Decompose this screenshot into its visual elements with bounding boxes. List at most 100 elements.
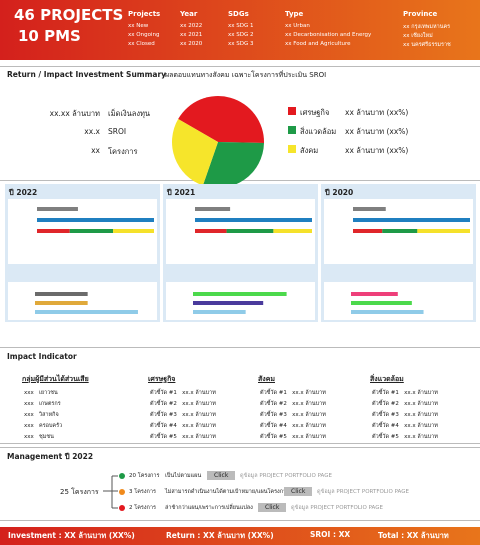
footer-stat: Total : XX ล้านบาท	[378, 531, 449, 540]
filter-title: Type	[285, 10, 304, 18]
bar	[193, 301, 264, 305]
indicator-row: ตัวชี้วัด #3 xx.x ล้านบาท	[372, 412, 438, 418]
stat-label: เม็ดเงินลงทุน	[108, 109, 151, 118]
pie-slice	[171, 119, 218, 186]
footer	[0, 527, 480, 545]
pie-slice	[202, 142, 264, 188]
filter-item: xx Decarbonisation and Energy	[285, 32, 372, 38]
column-title: กลุ่มผู้มีส่วนได้ส่วนเสีย	[22, 375, 89, 383]
stack-segment	[37, 229, 70, 233]
filter-item: xx Ongoing	[128, 32, 160, 38]
bar	[193, 310, 246, 314]
indicator-row: ตัวชี้วัด #1 xx.x ล้านบาท	[260, 390, 326, 396]
section-title: Return / Impact Investment Summary	[7, 70, 167, 79]
filter-item: xx Closed	[128, 41, 155, 47]
filter-item: xx 2022	[180, 23, 203, 29]
filter-item: xx เชียงใหม่	[403, 33, 433, 39]
filter-item: xx 2021	[180, 32, 203, 38]
bar	[353, 218, 470, 222]
row-count: 2 โครงการ	[129, 505, 156, 511]
legend-label: สังคม	[300, 146, 319, 155]
filter-item: xx New	[128, 23, 149, 29]
total-projects: 25 โครงการ	[60, 488, 99, 496]
indicator-row: xxx ครอบครัว	[24, 423, 63, 429]
year-title: ปี 2022	[9, 188, 38, 197]
stat-value: xx.xx ล้านบาท	[49, 109, 100, 118]
projects-count: 46 PROJECTS	[14, 6, 124, 24]
indicator-row: xxx วิสาหกิจ	[24, 412, 59, 418]
bar	[35, 301, 88, 305]
footer-stat: Return : XX ล้านบาท (XX%)	[166, 531, 274, 540]
legend-value: xx ล้านบาท (xx%)	[345, 108, 409, 117]
filter-title: Province	[403, 10, 438, 18]
row-count: 20 โครงการ	[129, 473, 160, 479]
footer-stat: Investment : XX ล้านบาท (XX%)	[8, 531, 135, 540]
bar	[195, 218, 312, 222]
indicator-row: xxx เกษตรกร	[24, 401, 61, 407]
filter-item: xx นครศรีธรรมราช	[403, 42, 451, 48]
click-button[interactable]: Click	[207, 471, 236, 480]
bar	[35, 310, 138, 314]
indicator-row: ตัวชี้วัด #2 xx.x ล้านบาท	[372, 401, 438, 407]
year-title: ปี 2020	[325, 188, 354, 197]
stack-segment	[113, 229, 154, 233]
legend-swatch	[288, 107, 296, 115]
portfolio-link[interactable]: ดูข้อมูล PROJECT PORTFOLIO PAGE	[317, 489, 409, 495]
indicator-row: ตัวชี้วัด #3 xx.x ล้านบาท	[260, 412, 326, 418]
stat-label: SROI	[108, 127, 127, 136]
impact-section	[0, 347, 480, 444]
bar	[351, 301, 412, 305]
click-button[interactable]: Click	[258, 503, 287, 512]
bar	[193, 292, 287, 296]
filter-title: SDGs	[228, 10, 249, 18]
filter-item: xx SDG 2	[228, 32, 254, 38]
indicator-row: ตัวชี้วัด #1 xx.x ล้านบาท	[372, 390, 438, 396]
bar	[37, 207, 78, 211]
column-title: สังคม	[258, 375, 275, 383]
bracket	[103, 475, 118, 509]
click-button[interactable]: Click	[284, 487, 313, 496]
column-title: สิ่งแวดล้อม	[370, 375, 404, 383]
portfolio-link[interactable]: ดูข้อมูล PROJECT PORTFOLIO PAGE	[291, 505, 383, 511]
legend-value: xx ล้านบาท (xx%)	[345, 127, 409, 136]
indicator-row: ตัวชี้วัด #4 xx.x ล้านบาท	[150, 423, 216, 429]
legend-swatch	[288, 145, 296, 153]
row-count: 3 โครงการ	[129, 489, 156, 495]
bar	[351, 310, 424, 314]
stat-label: โครงการ	[108, 147, 138, 156]
filter-title: Year	[180, 10, 198, 18]
column-title: เศรษฐกิจ	[148, 375, 176, 383]
filter-item: xx Urban	[285, 23, 310, 29]
filter-item: xx SDG 1	[228, 23, 254, 29]
legend-swatch	[288, 126, 296, 134]
bar	[37, 218, 154, 222]
legend-label: สิ่งแวดล้อม	[300, 127, 337, 136]
indicator-row: ตัวชี้วัด #4 xx.x ล้านบาท	[260, 423, 326, 429]
filter-item: xx Food and Agriculture	[285, 41, 351, 47]
header	[0, 0, 480, 60]
row-status: ไม่สามารถดำเนินงานได้ตามเป้าหมาย/แผนโครง…	[165, 489, 290, 495]
pie-slice	[178, 96, 264, 143]
stack-segment	[382, 229, 418, 233]
indicator-row: ตัวชี้วัด #2 xx.x ล้านบาท	[260, 401, 326, 407]
indicator-row: ตัวชี้วัด #5 xx.x ล้านบาท	[260, 434, 326, 440]
stack-segment	[353, 229, 383, 233]
indicator-row: ตัวชี้วัด #2 xx.x ล้านบาท	[150, 401, 216, 407]
section-title: Management ปี 2022	[7, 452, 94, 461]
filter-item: xx SDG 3	[228, 41, 254, 47]
indicator-row: ตัวชี้วัด #5 xx.x ล้านบาท	[372, 434, 438, 440]
stack-segment	[195, 229, 227, 233]
stat-value: xx.x	[84, 127, 100, 136]
pms-count: 10 PMS	[18, 27, 81, 45]
stat-value: xx	[91, 146, 100, 155]
portfolio-link[interactable]: ดูข้อมูล PROJECT PORTFOLIO PAGE	[240, 473, 332, 479]
section-subtitle: ผลตอบแทนทางสังคม เฉพาะโครงการที่ประเมิน …	[165, 71, 327, 79]
indicator-row: ตัวชี้วัด #5 xx.x ล้านบาท	[150, 434, 216, 440]
indicator-row: ตัวชี้วัด #1 xx.x ล้านบาท	[150, 390, 216, 396]
footer-stat: SROI : XX	[310, 530, 351, 539]
bar	[195, 207, 231, 211]
indicator-row: ตัวชี้วัด #3 xx.x ล้านบาท	[150, 412, 216, 418]
indicator-row: ตัวชี้วัด #4 xx.x ล้านบาท	[372, 423, 438, 429]
